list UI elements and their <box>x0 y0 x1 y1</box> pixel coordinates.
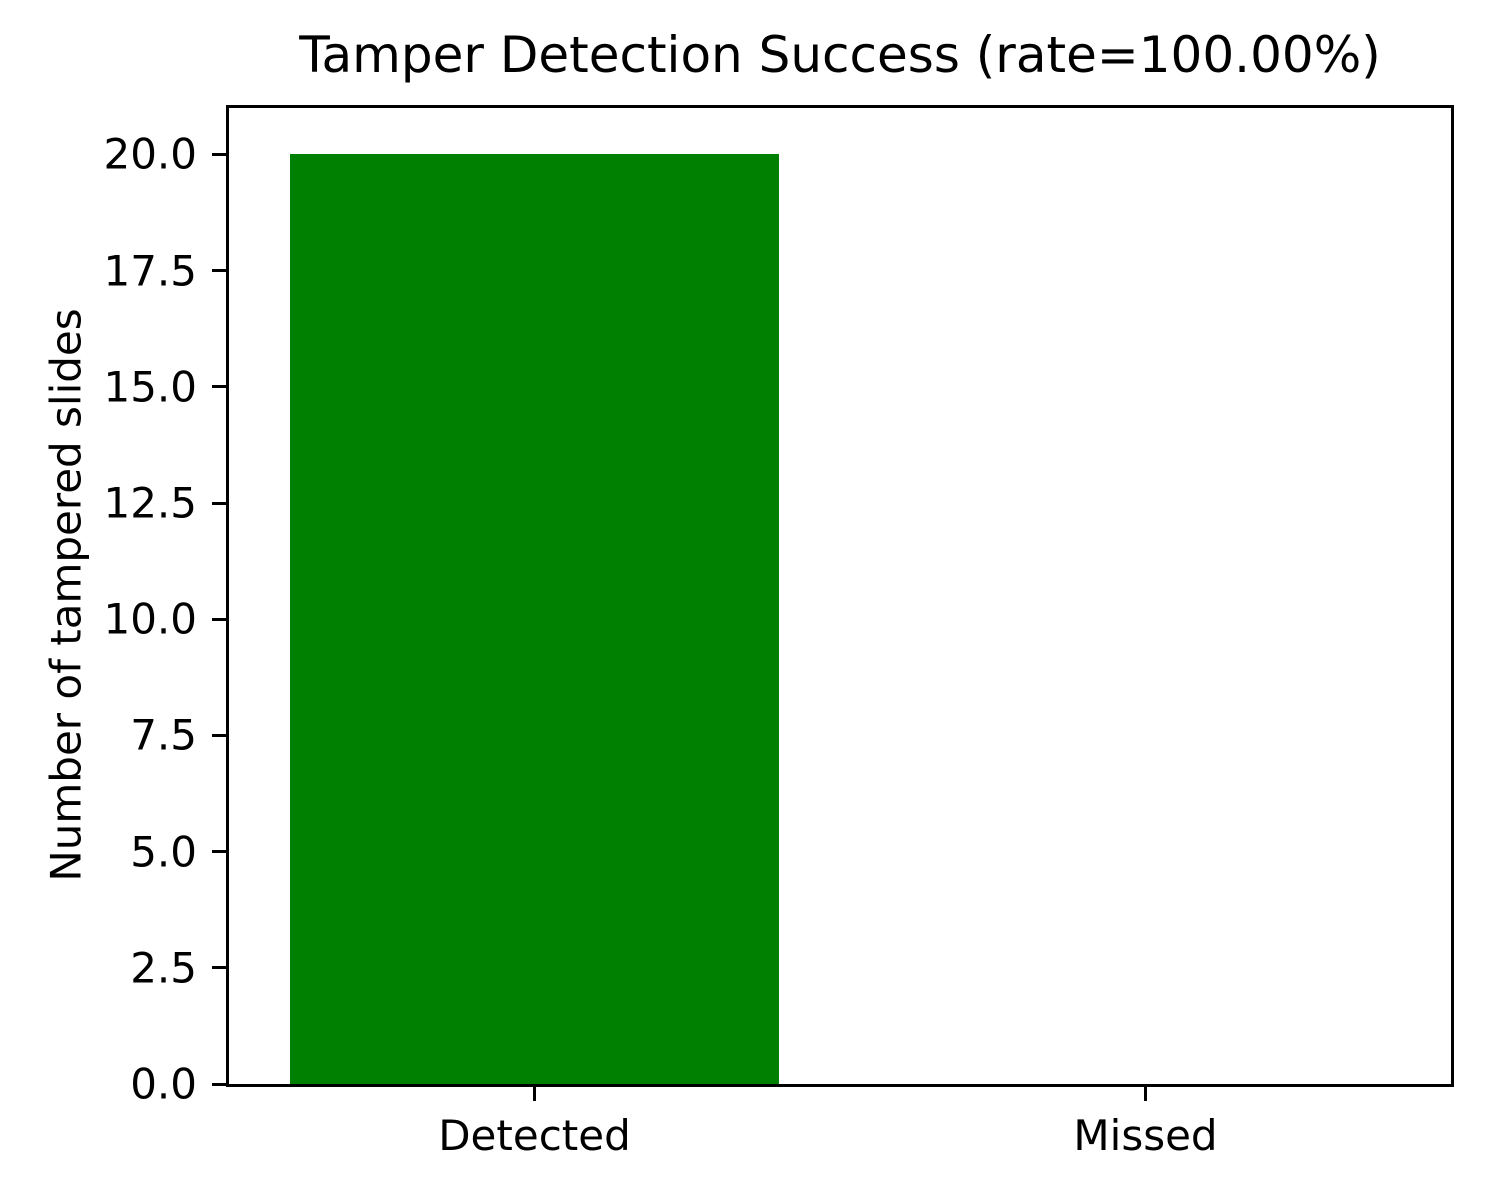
y-axis-tick <box>212 966 226 970</box>
y-tick-label: 10.0 <box>103 594 197 644</box>
x-axis-tick <box>1144 1087 1147 1101</box>
y-axis-tick <box>212 617 226 621</box>
y-axis-tick <box>212 269 226 273</box>
x-axis-tick <box>533 1087 536 1101</box>
chart-title: Tamper Detection Success (rate=100.00%) <box>299 26 1381 84</box>
y-axis-tick <box>212 152 226 156</box>
y-tick-label: 15.0 <box>103 362 197 412</box>
y-axis-tick <box>212 850 226 854</box>
y-axis-tick <box>212 501 226 505</box>
bar-detected <box>290 154 779 1084</box>
y-tick-label: 0.0 <box>130 1059 197 1109</box>
y-tick-label: 12.5 <box>103 478 197 528</box>
y-tick-label: 2.5 <box>130 943 197 993</box>
plot-area <box>226 105 1454 1087</box>
x-tick-label: Detected <box>438 1111 631 1160</box>
y-axis-tick <box>212 733 226 737</box>
y-axis-tick <box>212 385 226 389</box>
y-tick-label: 5.0 <box>130 827 197 877</box>
y-tick-label: 7.5 <box>130 710 197 760</box>
y-tick-label: 20.0 <box>103 129 197 179</box>
y-tick-label: 17.5 <box>103 246 197 296</box>
y-axis-label: Number of tampered slides <box>41 308 91 882</box>
x-tick-label: Missed <box>1073 1111 1218 1160</box>
y-axis-tick <box>212 1082 226 1086</box>
